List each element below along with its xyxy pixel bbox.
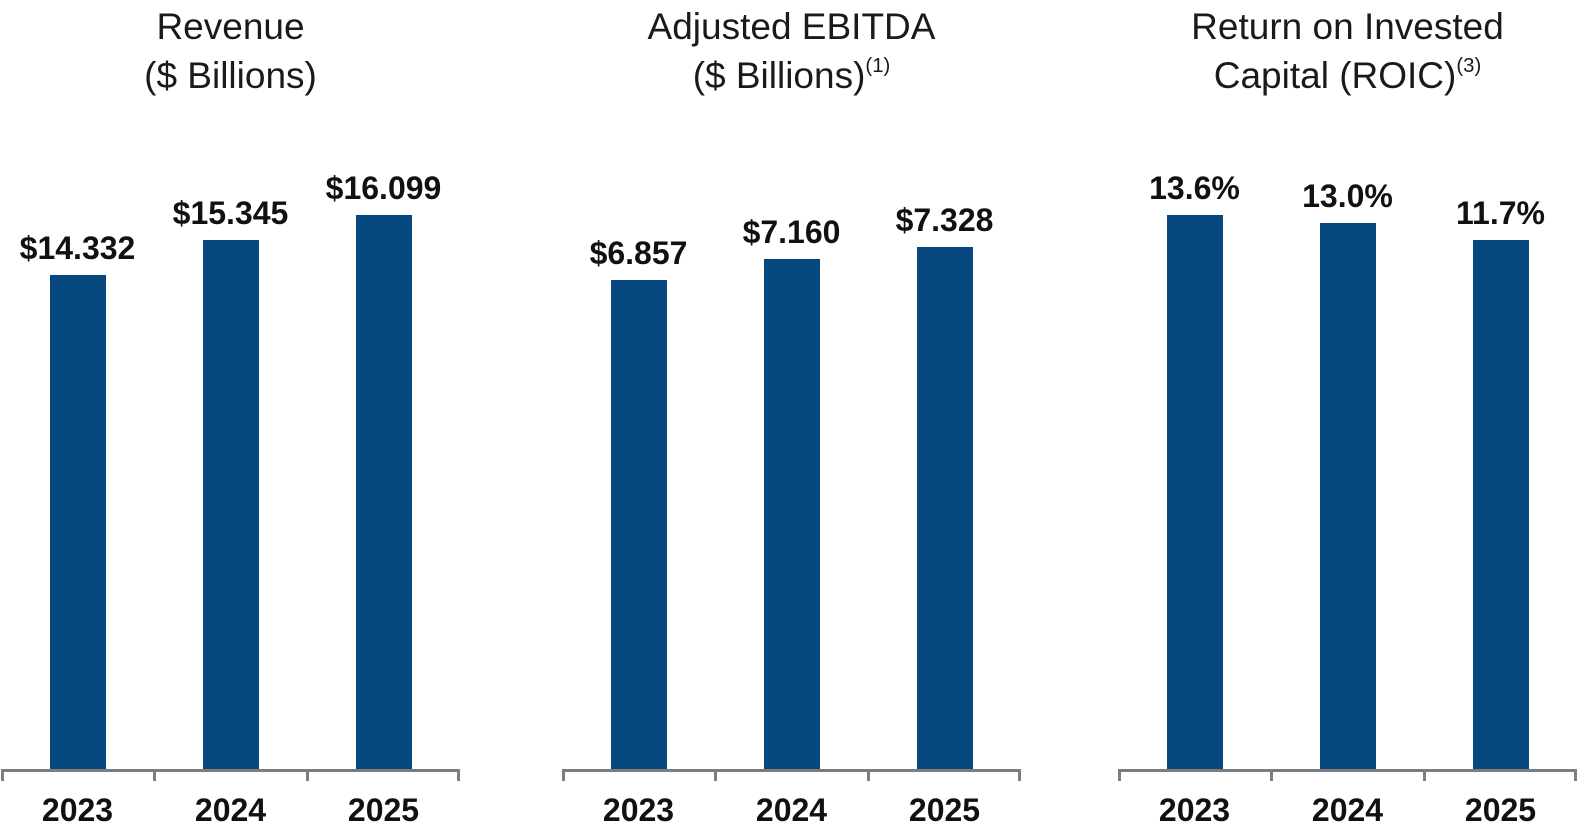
x-axis-label-2024: 2024	[194, 792, 267, 828]
chart-title-line2: ($ Billions)(1)	[692, 54, 891, 96]
x-axis-line	[562, 769, 1021, 772]
chart-title-revenue: Revenue ($ Billions)	[0, 2, 483, 100]
chart-title-roic: Return on Invested Capital (ROIC)(3)	[1095, 2, 1584, 100]
bar-2023	[1166, 214, 1223, 769]
axis-tick	[306, 772, 309, 781]
x-axis-label-2025: 2025	[1464, 792, 1537, 828]
x-axis-line	[1, 769, 460, 772]
bar-value-label: $7.160	[742, 213, 841, 250]
chart-adjusted-ebitda: Adjusted EBITDA ($ Billions)(1) $6.857 $…	[562, 0, 1021, 836]
bar-2023	[49, 275, 106, 769]
chart-roic: Return on Invested Capital (ROIC)(3) 13.…	[1118, 0, 1577, 836]
x-axis-label-2024: 2024	[1311, 792, 1384, 828]
chart-title-line1: Revenue	[156, 6, 305, 47]
bar-2024	[202, 240, 259, 769]
axis-tick	[1574, 772, 1577, 781]
bar-value-label: $7.328	[895, 201, 994, 238]
x-axis-label-2023: 2023	[41, 792, 114, 828]
bar-2025	[916, 246, 973, 769]
bar-value-label: $15.345	[172, 195, 289, 232]
title-footnote-superscript: (1)	[865, 54, 891, 77]
bar-2024	[763, 258, 820, 769]
axis-tick	[714, 772, 717, 781]
bar-2025	[355, 214, 412, 769]
axis-tick	[1423, 772, 1426, 781]
x-axis-label-2024: 2024	[755, 792, 828, 828]
axis-tick	[457, 772, 460, 781]
bar-value-label: $6.857	[589, 235, 688, 272]
axis-tick	[1270, 772, 1273, 781]
chart-title-line1: Adjusted EBITDA	[647, 6, 936, 47]
x-axis-label-2025: 2025	[908, 792, 981, 828]
chart-title-line2: Capital (ROIC)(3)	[1213, 54, 1482, 96]
bar-value-label: 13.0%	[1302, 177, 1393, 214]
bar-value-label: $14.332	[19, 230, 136, 267]
chart-title-line1: Return on Invested	[1191, 6, 1504, 47]
axis-tick	[562, 772, 565, 781]
x-axis-label-2023: 2023	[602, 792, 675, 828]
x-axis-label-2023: 2023	[1158, 792, 1231, 828]
bar-2025	[1472, 239, 1529, 769]
bar-2023	[610, 280, 667, 769]
axis-tick	[153, 772, 156, 781]
title-footnote-superscript: (3)	[1456, 54, 1482, 77]
bar-value-label: $16.099	[325, 169, 442, 206]
chart-title-adjusted-ebitda: Adjusted EBITDA ($ Billions)(1)	[539, 2, 1044, 100]
axis-tick	[867, 772, 870, 781]
axis-tick	[1, 772, 4, 781]
x-axis-label-2025: 2025	[347, 792, 420, 828]
x-axis-line	[1118, 769, 1577, 772]
chart-revenue: Revenue ($ Billions) $14.332 $15.345 $16…	[1, 0, 460, 836]
bar-value-label: 13.6%	[1149, 169, 1240, 206]
axis-tick	[1118, 772, 1121, 781]
bar-2024	[1319, 222, 1376, 769]
axis-tick	[1018, 772, 1021, 781]
chart-title-line2: ($ Billions)	[144, 55, 317, 96]
bar-value-label: 11.7%	[1456, 194, 1545, 231]
